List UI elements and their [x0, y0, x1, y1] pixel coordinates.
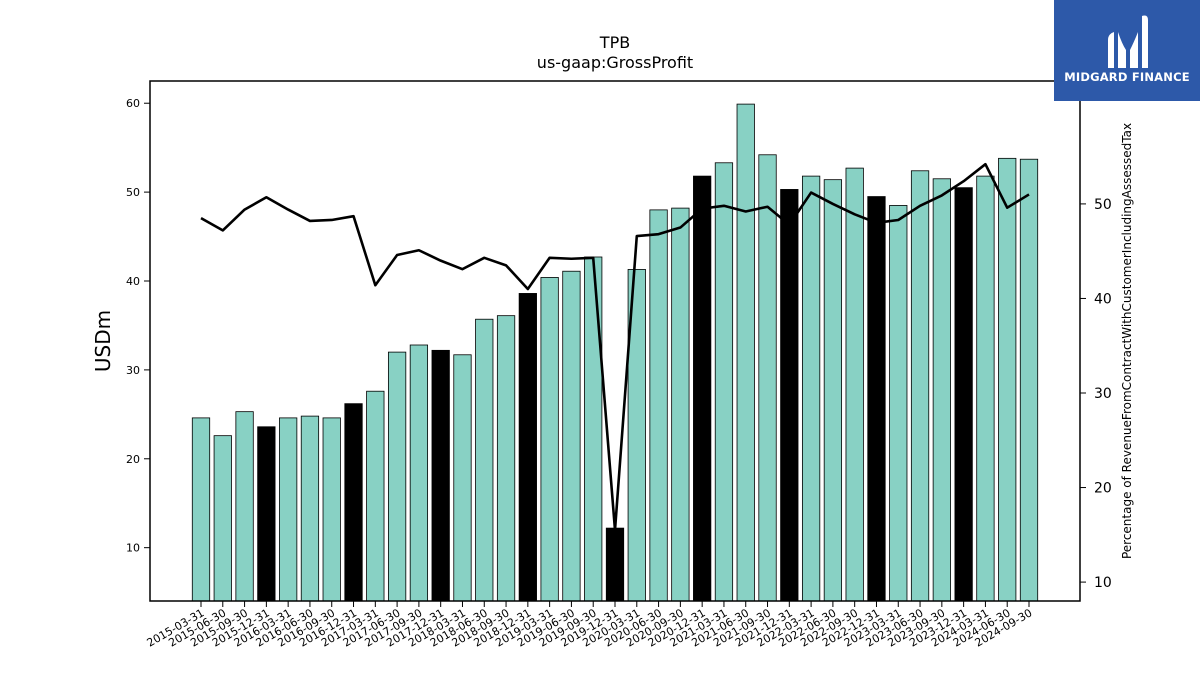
bar — [976, 175, 995, 602]
bar — [954, 187, 973, 602]
bar — [845, 167, 864, 602]
right-axis: 10 20 30 40 50 — [1080, 197, 1112, 591]
bar — [453, 354, 472, 602]
bar — [235, 411, 254, 602]
y-tick-label: 30 — [126, 364, 140, 377]
y2-axis-label: Percentage of RevenueFromContractWithCus… — [1120, 123, 1134, 559]
bar — [562, 270, 581, 602]
bar — [518, 293, 537, 602]
bar — [736, 103, 755, 602]
y2-tick-label: 40 — [1094, 291, 1112, 307]
y-axis-label: USDm — [91, 310, 115, 372]
bar — [213, 435, 232, 602]
ratio-line-layer — [200, 162, 1030, 532]
bar — [191, 417, 211, 602]
y2-tick-label: 20 — [1094, 481, 1112, 497]
bar — [910, 170, 930, 602]
y-tick-label: 10 — [126, 542, 140, 555]
bar — [496, 315, 516, 602]
y2-tick-label: 10 — [1094, 575, 1112, 591]
bar — [889, 205, 908, 602]
bar — [932, 178, 951, 602]
chart-title: TPB — [599, 33, 630, 52]
bar — [300, 415, 320, 602]
bar — [431, 349, 450, 602]
bar — [693, 175, 712, 602]
x-axis: 2015-03-312015-06-302015-09-302015-12-31… — [145, 601, 1035, 650]
y-tick-label: 20 — [126, 453, 140, 466]
bar — [279, 417, 298, 602]
bar — [387, 351, 407, 602]
y-tick-label: 40 — [126, 275, 140, 288]
bar — [867, 196, 886, 602]
y-tick-label: 60 — [126, 97, 140, 110]
y-tick-label: 50 — [126, 186, 140, 199]
ratio-line — [200, 162, 1030, 532]
bar — [584, 256, 603, 602]
bar — [540, 277, 559, 602]
bar — [409, 344, 429, 602]
bar — [823, 179, 843, 602]
bar — [758, 154, 777, 602]
chart-subtitle: us-gaap:GrossProfit — [537, 53, 693, 72]
logo-mark-icon — [1108, 15, 1148, 68]
y2-tick-label: 50 — [1094, 197, 1112, 213]
brand-logo: MIDGARD FINANCE — [1054, 0, 1200, 101]
bar — [366, 390, 385, 602]
bar — [475, 318, 494, 602]
bar — [322, 417, 341, 602]
left-axis: 10 20 30 40 50 60 — [126, 97, 150, 555]
y2-tick-label: 30 — [1094, 386, 1112, 402]
bar — [649, 209, 668, 602]
bar — [780, 189, 799, 602]
logo-text: MIDGARD FINANCE — [1064, 70, 1190, 84]
bar — [605, 527, 625, 602]
bar — [998, 157, 1017, 602]
bars-layer — [191, 103, 1039, 602]
bar — [1019, 158, 1039, 602]
bar — [671, 207, 690, 602]
bar — [257, 426, 276, 602]
bar — [344, 403, 363, 602]
bar — [801, 175, 821, 602]
bar — [714, 162, 734, 602]
